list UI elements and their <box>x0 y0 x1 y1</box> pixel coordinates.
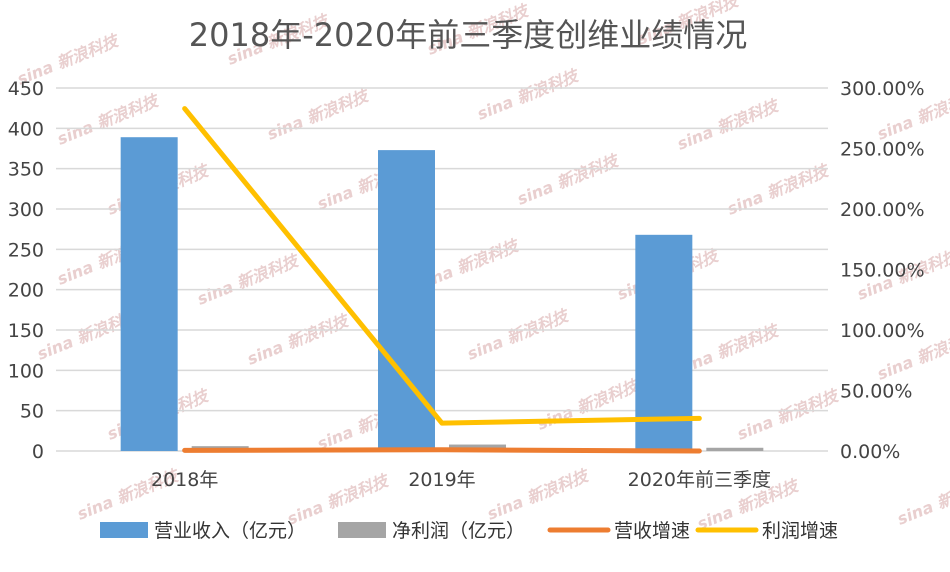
bar-revenue <box>635 234 693 451</box>
watermark-text: sina 新浪科技 <box>734 385 842 443</box>
watermark-text: sina 新浪科技 <box>464 305 572 363</box>
watermark-text: sina 新浪科技 <box>514 150 622 208</box>
y-left-tick-label: 250 <box>8 239 44 261</box>
watermark-text: sina 新浪科技 <box>194 250 302 308</box>
watermark-text: sina 新浪科技 <box>474 65 582 123</box>
x-tick-label: 2019年 <box>408 469 475 491</box>
legend: 营业收入（亿元） 净利润（亿元） 营收增速 利润增速 <box>100 520 838 542</box>
y-left-tick-label: 450 <box>8 78 44 100</box>
watermark-text: sina 新浪科技 <box>244 310 352 368</box>
y-right-tick-label: 100.00% <box>840 320 925 342</box>
y-left-tick-label: 100 <box>8 360 44 382</box>
y-right-tick-label: 0.00% <box>840 441 900 463</box>
y-left-tick-label: 150 <box>8 320 44 342</box>
legend-swatch <box>338 522 386 538</box>
legend-label: 利润增速 <box>762 520 838 542</box>
x-tick-label: 2020年前三季度 <box>628 469 771 491</box>
bar-net-profit <box>706 447 764 451</box>
line-profit-growth <box>182 106 702 426</box>
chart-title: 2018年-2020年前三季度创维业绩情况 <box>189 16 747 54</box>
y-left-tick-label: 200 <box>8 280 44 302</box>
watermark-text: sina 新浪科技 <box>894 470 950 528</box>
y-left-tick-label: 300 <box>8 199 44 221</box>
legend-label: 净利润（亿元） <box>392 520 525 542</box>
x-tick-label: 2018年 <box>151 469 218 491</box>
watermark-text: sina 新浪科技 <box>674 95 782 153</box>
y-right-tick-label: 250.00% <box>840 139 925 161</box>
watermark-text: sina 新浪科技 <box>264 85 372 143</box>
watermark-text: sina 新浪科技 <box>484 465 592 523</box>
legend-swatch <box>100 522 148 538</box>
y-left-tick-label: 350 <box>8 159 44 181</box>
y-right-tick-label: 200.00% <box>840 199 925 221</box>
y-right-tick-label: 150.00% <box>840 260 925 282</box>
watermark-text: sina 新浪科技 <box>534 375 642 433</box>
y-right-tick-label: 50.00% <box>840 381 912 403</box>
legend-label: 营业收入（亿元） <box>154 520 306 542</box>
axes: 0 50 100 150 200 250 300 350 400 450 0.00% 50.00% 10… <box>8 78 925 491</box>
y-left-tick-label: 0 <box>32 441 44 463</box>
y-right-tick-label: 300.00% <box>840 78 925 100</box>
bar-revenue <box>120 137 178 451</box>
line-revenue-growth <box>182 447 702 454</box>
legend-label: 营收增速 <box>614 520 690 542</box>
y-left-tick-label: 50 <box>20 401 44 423</box>
y-left-tick-label: 400 <box>8 118 44 140</box>
lines <box>182 106 702 454</box>
